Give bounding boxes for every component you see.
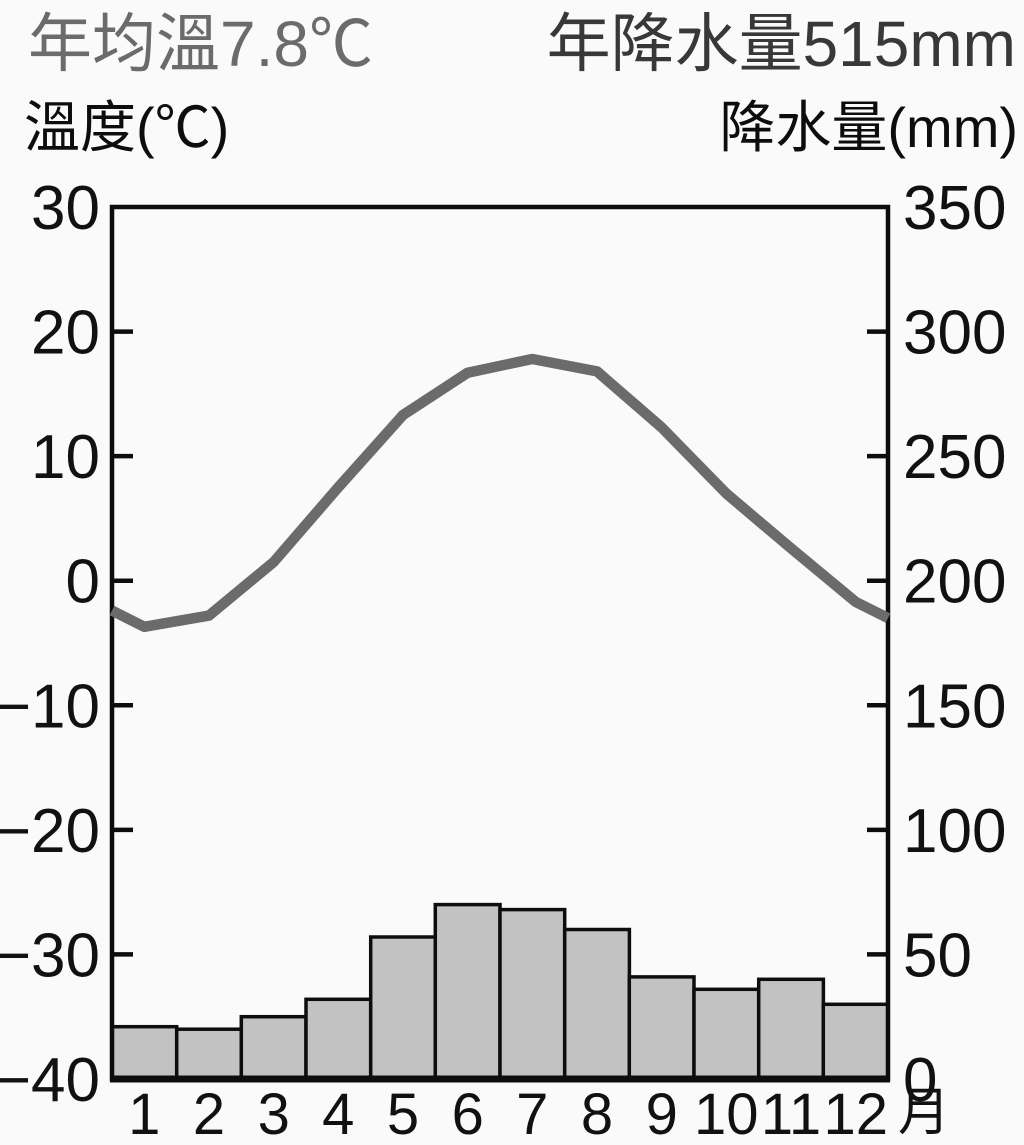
precip-bar-month-6	[433, 902, 502, 1081]
precip-bar-month-4	[304, 997, 373, 1081]
month-label-3: 3	[258, 1082, 290, 1145]
temperature-tick-label: −10	[0, 672, 100, 741]
precip-bar-month-11	[756, 977, 826, 1081]
axis-ticks	[112, 329, 888, 957]
precip-bar-month-12	[821, 1002, 890, 1081]
precipitation-tick-label: 100	[903, 797, 1006, 866]
month-label-1: 1	[128, 1082, 160, 1145]
temperature-tick-label: 30	[31, 174, 100, 243]
month-label-11: 11	[761, 1082, 821, 1145]
month-label-10: 10	[694, 1082, 759, 1145]
temperature-tick-label: −30	[0, 921, 100, 990]
precipitation-tick-label: 300	[903, 299, 1006, 368]
temperature-tick-label: 0	[66, 548, 100, 617]
precip-bar-month-9	[627, 975, 696, 1081]
precip-bar-month-10	[692, 987, 761, 1081]
precip-bar-month-2	[174, 1027, 244, 1081]
temperature-tick-label: 20	[31, 299, 100, 368]
temperature-tick-label: −40	[0, 1046, 100, 1115]
precipitation-axis-title: 降水量(mm)	[719, 96, 1018, 159]
month-label-7: 7	[516, 1082, 548, 1145]
precip-bar-month-1	[110, 1024, 179, 1081]
precipitation-tick-label: 350	[903, 174, 1006, 243]
precip-bar-month-7	[498, 907, 567, 1081]
annual-mean-temperature-label: 年均溫7.8℃	[28, 8, 373, 80]
temperature-tick-label: −20	[0, 797, 100, 866]
precipitation-tick-label: 250	[903, 423, 1006, 492]
annual-precipitation-label: 年降水量515mm	[546, 8, 1016, 80]
precipitation-tick-label: 150	[903, 672, 1006, 741]
month-label-5: 5	[387, 1082, 419, 1145]
month-label-2: 2	[193, 1082, 225, 1145]
temperature-line	[109, 353, 891, 633]
temperature-tick-label: 10	[31, 423, 100, 492]
plot-frame	[109, 204, 891, 1083]
month-label-9: 9	[646, 1082, 678, 1145]
temperature-polyline	[109, 353, 891, 633]
month-label-12: 12	[823, 1082, 888, 1145]
precip-bar-month-5	[368, 935, 438, 1081]
month-label-4: 4	[322, 1082, 354, 1145]
month-label-8: 8	[581, 1082, 613, 1145]
month-label-6: 6	[452, 1082, 484, 1145]
precip-bar-month-3	[239, 1014, 308, 1081]
axis-tick-labels: 3020100−10−20−30−40350300250200150100500…	[0, 174, 1006, 1145]
precip-bar-month-8	[562, 927, 632, 1081]
month-unit-label: 月	[898, 1084, 950, 1142]
precipitation-tick-label: 50	[903, 921, 972, 990]
precipitation-tick-label: 0	[903, 1046, 937, 1115]
precipitation-tick-label: 200	[903, 548, 1006, 617]
precipitation-bars	[110, 902, 890, 1081]
temperature-axis-title: 溫度(℃)	[24, 96, 230, 159]
